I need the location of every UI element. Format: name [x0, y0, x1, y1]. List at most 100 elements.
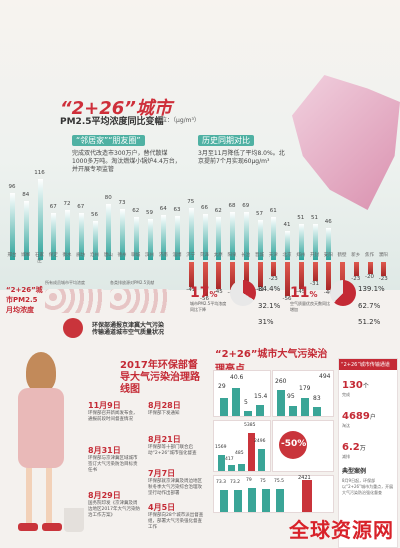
- bar-lower: [230, 262, 235, 290]
- bar-lower-label: -23: [378, 275, 388, 282]
- chart5-val-2: 73.2: [230, 480, 241, 485]
- chart2-val-3: 179: [299, 385, 311, 392]
- paint-bucket: [63, 318, 83, 338]
- bar-upper: [78, 213, 84, 260]
- bar-lower: [381, 262, 387, 276]
- chart2-bar-4: [313, 407, 321, 416]
- timeline-title: 2017年环保部督导大气污染治理路线图: [120, 360, 200, 395]
- bar-upper: [243, 211, 249, 260]
- bar-upper: [10, 192, 15, 260]
- bar-upper-label: 80: [104, 195, 112, 201]
- sidebar-unit-1: 户: [369, 414, 376, 421]
- timeline-date: 8月28日: [148, 401, 181, 410]
- chart5-bar-1: [220, 490, 228, 512]
- timeline-event: 11月9日 环保部召开新闻发布会，通报前段时间督查情况: [88, 400, 140, 423]
- chart5-bar-3: [248, 488, 256, 512]
- chart3-bar-3: [238, 464, 245, 471]
- category-label: 濮阳: [378, 253, 388, 258]
- bar-upper-label: 63: [173, 206, 181, 213]
- chart2-box: 260 95 179 83 494: [272, 370, 334, 417]
- timeline-date: 8月29日: [88, 491, 121, 500]
- pct2-1: 139.1%: [358, 285, 385, 293]
- category-label: 衡水: [62, 253, 72, 258]
- timeline-event: 8月29日 国务院印发《京津冀及周边地区2017年大气污染防治工作方案》: [88, 490, 140, 519]
- bar-lower: [202, 262, 208, 296]
- bar-upper-label: 41: [283, 222, 291, 229]
- watermark: 全球资源网: [289, 518, 394, 542]
- bar-upper: [133, 216, 139, 260]
- bar-upper-label: 84: [22, 192, 30, 199]
- pct-group-1: 34.4% 32.1% 31%: [230, 280, 280, 326]
- timeline-text: 环保部召开新闻发布会，通报前段时间督查情况: [88, 411, 138, 422]
- timeline-date: 8月21日: [148, 435, 181, 444]
- sidebar-case-title: 典型案例: [342, 468, 367, 475]
- stat1-value: 17: [190, 285, 210, 301]
- chart3-bar-4: [248, 433, 255, 471]
- category-label: 保定: [48, 253, 58, 258]
- bar-upper: [312, 224, 318, 260]
- chart2-bar-3: [301, 398, 309, 416]
- category-label: 北京: [282, 253, 292, 258]
- timeline-text: 环保部与京津冀区域城市签订大气污染防治目标责任书: [88, 456, 138, 473]
- bar-lower: [353, 262, 359, 276]
- chart1-bar-2: [232, 388, 240, 416]
- bar-upper-label: 51: [311, 215, 318, 222]
- bar-upper: [216, 216, 222, 260]
- chart5-val-4: 75: [260, 479, 266, 484]
- chart3-val-1: 1569: [215, 445, 227, 450]
- left-mini-chart: 所有成员城市平均浓度: [45, 280, 105, 320]
- page-subtitle: PM2.5平均浓度同比变幅: [60, 117, 164, 127]
- category-label: 沧州: [90, 253, 99, 258]
- bar-upper-label: 59: [146, 209, 153, 216]
- chart4-box: -50%: [272, 420, 334, 472]
- sidebar-item-0: 130个 完成: [339, 370, 397, 401]
- bar-upper-label: 67: [49, 204, 57, 211]
- bar-lower: [326, 262, 332, 290]
- timeline-event: 7月7日 环保部就京津冀及周边地区秋冬季大气污染综合治理攻坚行动作出部署: [148, 468, 206, 497]
- category-label: 济南: [158, 253, 168, 258]
- sidebar-unit-2: 万: [359, 445, 366, 452]
- left-panel-text: 完成双代改造市300万户，替代散煤1000多万吨。淘汰燃煤小锅炉4.4万台，并开…: [72, 150, 181, 173]
- timeline-event: 4月5日 环保部向28个城市派出督查组，部署大气污染强化督查工作: [148, 502, 206, 531]
- category-label: 焦作: [365, 253, 374, 258]
- bar-upper-label: 57: [256, 211, 263, 218]
- sidebar: “2+26”城市传输通道 130个 完成 4689户 淘汰 6.2万 减排 典型…: [338, 358, 398, 548]
- chart4-value: -50%: [281, 439, 307, 449]
- bar-upper: [161, 215, 167, 260]
- bar-upper: [285, 231, 290, 260]
- bar-upper-label: 68: [228, 203, 236, 210]
- chart2-bar-1: [277, 390, 285, 416]
- bar-upper: [51, 213, 57, 260]
- timeline-text: 环保部等十部门联合启动“2+26”城市强化督查: [148, 445, 197, 456]
- chart3-bar-2: [228, 465, 235, 471]
- bar-lower-label: -23: [351, 275, 361, 282]
- timeline-text: 环保部向28个城市派出督查组，部署大气污染强化督查工作: [148, 513, 204, 530]
- bar-lower: [367, 262, 373, 274]
- stat2: 11% 空气质量优良天数同比增加: [290, 282, 330, 313]
- bar-upper-label: 116: [34, 169, 45, 176]
- page-title: “2+26”城市: [60, 98, 172, 119]
- category-label: 唐山: [103, 253, 113, 258]
- bar-upper: [271, 217, 277, 260]
- pm25-bar-chart: 96 邢台 84 邯郸 116 石家庄 67 保定 72 衡水 67 廊坊 56 沧州 80 唐山 73 德州 62…: [8, 85, 393, 305]
- girl-leg-left: [26, 468, 32, 528]
- chart2-val-1: 260: [275, 378, 287, 385]
- category-label: 滨州: [145, 253, 154, 258]
- bar-upper-label: 73: [118, 199, 126, 206]
- sidebar-num-1: 4689: [342, 411, 370, 422]
- chart1-box: 29 40.6 5 15.4: [213, 370, 271, 417]
- timeline-date: 7月7日: [148, 469, 176, 478]
- bar-upper-label: 51: [297, 215, 305, 222]
- girl-illustration: [8, 318, 88, 540]
- sidebar-unit-0: 个: [362, 383, 369, 390]
- left-mini-pattern: [45, 289, 105, 313]
- timeline-text: 环保部就京津冀及周边地区秋冬季大气污染综合治理攻坚行动作出部署: [148, 479, 202, 496]
- category-label: 阳泉: [227, 253, 237, 258]
- bar-lower: [285, 262, 290, 296]
- bar-upper: [37, 178, 43, 260]
- girl-hair: [26, 352, 56, 392]
- chart5-val-5: 75.5: [274, 479, 285, 484]
- bar-upper-label: 72: [63, 200, 71, 207]
- sidebar-num-0: 130: [342, 380, 363, 391]
- bar-upper: [120, 208, 125, 260]
